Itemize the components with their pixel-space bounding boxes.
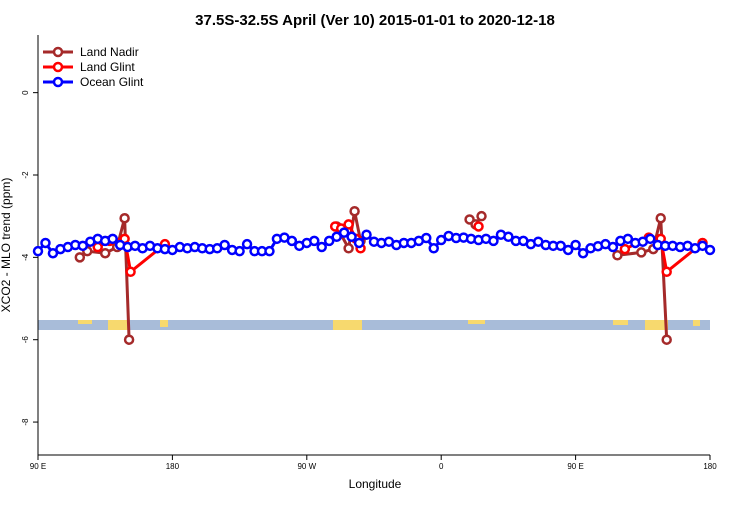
y-tick-label: -2 — [21, 171, 30, 179]
land-ocean-map — [38, 320, 710, 330]
x-tick-label: 90 E — [30, 462, 46, 471]
data-point — [421, 232, 432, 244]
data-point — [264, 245, 275, 257]
data-point — [503, 231, 514, 243]
land-patch — [78, 320, 92, 324]
data-point — [286, 235, 298, 247]
chart-title: 37.5S-32.5S April (Ver 10) 2015-01-01 to… — [195, 12, 555, 29]
x-tick-label: 90 E — [567, 462, 583, 471]
data-point — [619, 243, 631, 255]
data-point — [343, 243, 354, 254]
x-axis-label: Longitude — [349, 477, 402, 491]
data-point — [77, 240, 89, 252]
data-point — [645, 233, 656, 245]
data-point — [488, 235, 499, 247]
legend-label: Ocean Glint — [80, 75, 144, 89]
data-point — [47, 247, 59, 259]
data-point — [353, 237, 365, 249]
data-point — [655, 212, 666, 224]
data-point — [234, 245, 245, 257]
data-point — [241, 238, 253, 250]
land-patch — [160, 320, 168, 327]
legend-label: Land Glint — [80, 60, 135, 74]
data-point — [40, 237, 51, 249]
legend-marker — [52, 61, 64, 73]
y-tick-label: 0 — [21, 90, 30, 95]
data-point — [338, 227, 350, 238]
land-patch — [468, 320, 485, 324]
data-point — [346, 231, 357, 243]
x-tick-label: 0 — [439, 462, 444, 471]
data-point — [349, 205, 360, 217]
data-point — [577, 247, 589, 259]
data-point — [92, 241, 103, 253]
data-point — [562, 244, 574, 256]
data-point — [435, 234, 447, 246]
data-point — [661, 334, 672, 345]
ocean-band — [38, 320, 710, 330]
legend-label: Land Nadir — [80, 45, 139, 59]
data-point — [74, 252, 86, 263]
data-point — [555, 240, 566, 252]
data-point — [612, 250, 623, 261]
data-point — [636, 247, 647, 258]
x-tick-label: 180 — [166, 462, 180, 471]
data-point — [123, 334, 135, 345]
data-point — [704, 244, 716, 256]
data-point — [219, 239, 230, 251]
data-point — [119, 212, 130, 224]
x-tick-label: 90 W — [297, 462, 316, 471]
data-point — [661, 266, 672, 278]
x-tick-label: 180 — [703, 462, 717, 471]
data-point — [473, 221, 484, 232]
data-point — [570, 239, 581, 251]
data-point — [309, 235, 320, 247]
land-patch — [333, 320, 362, 330]
data-point — [697, 240, 708, 252]
data-point — [607, 241, 619, 253]
data-point — [428, 243, 439, 254]
data-point — [343, 219, 354, 230]
land-patch — [108, 320, 128, 330]
legend-marker — [52, 76, 64, 88]
data-point — [331, 231, 342, 243]
data-point — [32, 245, 44, 257]
data-point — [323, 235, 335, 247]
land-patch — [645, 320, 668, 330]
data-point — [316, 241, 327, 253]
data-point — [125, 266, 136, 278]
data-point — [622, 233, 634, 245]
land-patch — [613, 320, 628, 325]
data-point — [107, 233, 118, 245]
data-point — [99, 247, 111, 259]
data-point — [476, 210, 487, 222]
y-tick-label: -6 — [21, 336, 30, 344]
data-point — [361, 229, 372, 240]
land-patch — [693, 320, 700, 326]
legend-marker — [52, 46, 64, 58]
y-tick-label: -8 — [21, 418, 30, 426]
y-tick-label: -4 — [21, 253, 30, 261]
y-axis-label: XCO2 - MLO trend (ppm) — [0, 178, 13, 313]
